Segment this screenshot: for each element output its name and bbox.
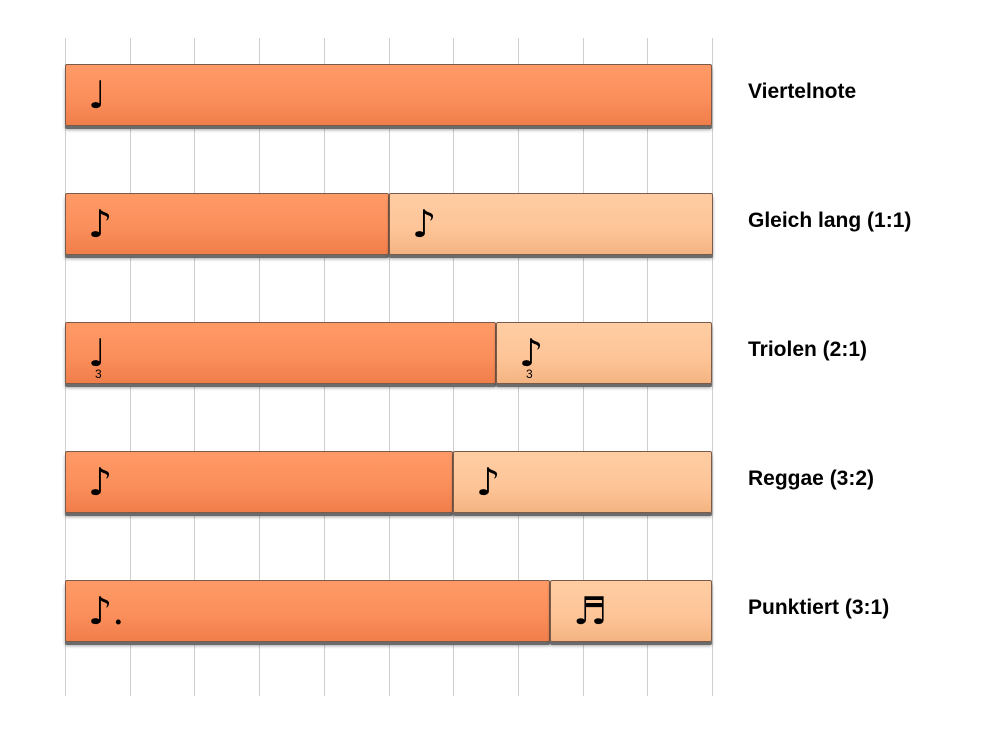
segment-reggae-1: ♪ [65,451,453,513]
row-punktiert: ♪. ♬ Punktiert (3:1) [0,580,1000,646]
eighth-note-icon: ♪ [519,331,544,375]
quarter-note-icon: ♩ [88,73,106,117]
segment-reggae-2: ♪ [453,451,712,513]
dotted-eighth-note-icon: ♪. [88,589,125,633]
row-reggae: ♪ ♪ Reggae (3:2) [0,451,1000,517]
tuplet-marker: 3 [526,367,533,381]
segment-triolen-2: ♪ 3 [496,322,712,384]
row-viertelnote: ♩ Viertelnote [0,64,1000,130]
gridline [712,38,713,696]
segment-punktiert-1: ♪. [65,580,550,642]
eighth-note-icon: ♪ [88,460,113,504]
row-label: Reggae (3:2) [748,467,875,490]
row-label: Triolen (2:1) [748,338,868,361]
row-label: Gleich lang (1:1) [748,209,912,232]
eighth-note-icon: ♪ [412,202,437,246]
row-triolen: ♩ 3 ♪ 3 Triolen (2:1) [0,322,1000,388]
tuplet-marker: 3 [95,367,102,381]
segment-gleich-lang-2: ♪ [389,193,713,255]
row-label: Viertelnote [748,80,857,103]
sixteenth-note-icon: ♬ [573,589,608,633]
row-gleich-lang: ♪ ♪ Gleich lang (1:1) [0,193,1000,259]
segment-triolen-1: ♩ 3 [65,322,496,384]
row-label: Punktiert (3:1) [748,596,890,619]
quarter-note-icon: ♩ [88,331,106,375]
eighth-note-icon: ♪ [88,202,113,246]
segment-punktiert-2: ♬ [550,580,712,642]
segment-viertelnote-1: ♩ [65,64,712,126]
eighth-note-icon: ♪ [476,460,501,504]
segment-gleich-lang-1: ♪ [65,193,389,255]
